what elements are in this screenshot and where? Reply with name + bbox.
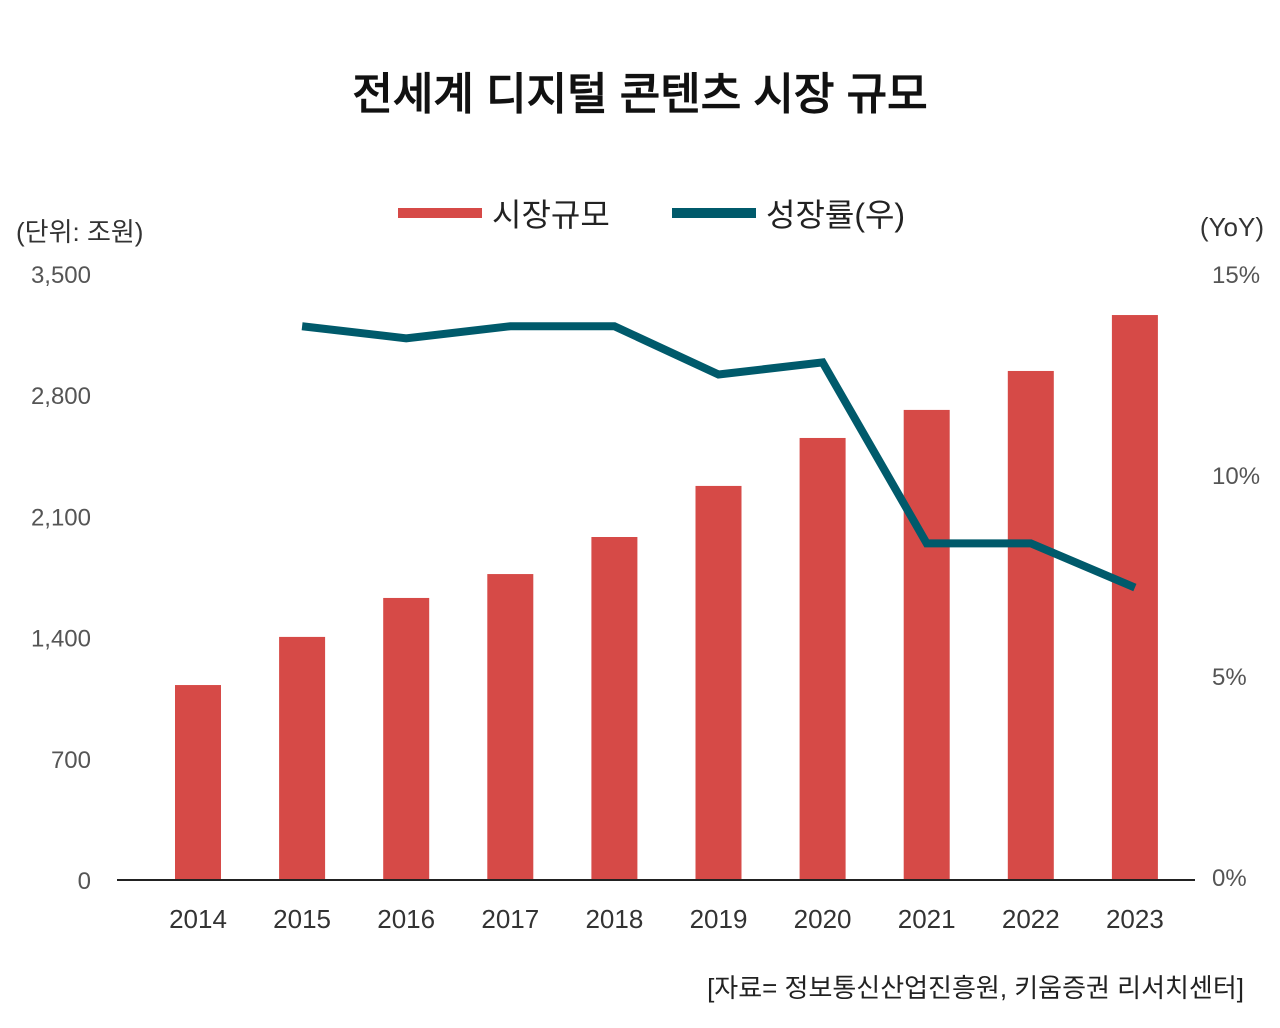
bar-2021 bbox=[903, 409, 950, 880]
right-axis-unit: (YoY) bbox=[1199, 212, 1264, 242]
x-tick-label: 2020 bbox=[794, 904, 852, 934]
y-left-tick-label: 0 bbox=[78, 868, 91, 895]
legend-swatch-line bbox=[672, 208, 756, 218]
y-left-tick-label: 3,500 bbox=[31, 262, 91, 289]
bar-2020 bbox=[799, 437, 846, 880]
x-tick-label: 2021 bbox=[898, 904, 956, 934]
x-tick-label: 2019 bbox=[690, 904, 748, 934]
chart-title: 전세계 디지털 콘텐츠 시장 규모 bbox=[352, 70, 928, 119]
bar-2023 bbox=[1111, 315, 1158, 880]
legend-label: 시장규모 bbox=[492, 197, 610, 233]
legend-item-market-size: 시장규모 bbox=[398, 190, 610, 236]
legend-swatch-bar bbox=[398, 208, 482, 218]
legend-item-growth-rate: 성장률(우) bbox=[672, 190, 905, 236]
source-note: [자료= 정보통신산업진흥원, 키움증권 리서치센터] bbox=[707, 973, 1244, 1003]
bar-2022 bbox=[1007, 370, 1054, 880]
y-left-tick-label: 700 bbox=[51, 747, 91, 774]
left-axis-unit: (단위: 조원) bbox=[16, 217, 144, 247]
bar-2018 bbox=[591, 537, 638, 880]
legend-label: 성장률(우) bbox=[766, 197, 906, 233]
y-right-tick-label: 15% bbox=[1212, 262, 1260, 289]
growth-rate-line bbox=[301, 322, 1137, 592]
y-left-tick-label: 1,400 bbox=[31, 626, 91, 653]
bar-2015 bbox=[279, 636, 326, 880]
x-tick-label: 2015 bbox=[273, 904, 331, 934]
bar-2017 bbox=[487, 574, 534, 880]
y-right-tick-label: 0% bbox=[1212, 865, 1247, 892]
y-right-tick-label: 10% bbox=[1212, 463, 1260, 490]
y-left-tick-label: 2,100 bbox=[31, 504, 91, 531]
bar-2014 bbox=[175, 685, 221, 880]
bar-2019 bbox=[695, 485, 742, 880]
y-right-tick-label: 5% bbox=[1212, 664, 1247, 691]
bar-2016 bbox=[383, 597, 430, 880]
x-tick-label: 2016 bbox=[377, 904, 435, 934]
x-tick-label: 2022 bbox=[1002, 904, 1060, 934]
x-tick-label: 2023 bbox=[1106, 904, 1164, 934]
x-tick-label: 2014 bbox=[169, 904, 227, 934]
x-tick-label: 2018 bbox=[585, 904, 643, 934]
x-tick-label: 2017 bbox=[481, 904, 539, 934]
y-left-tick-label: 2,800 bbox=[31, 383, 91, 410]
